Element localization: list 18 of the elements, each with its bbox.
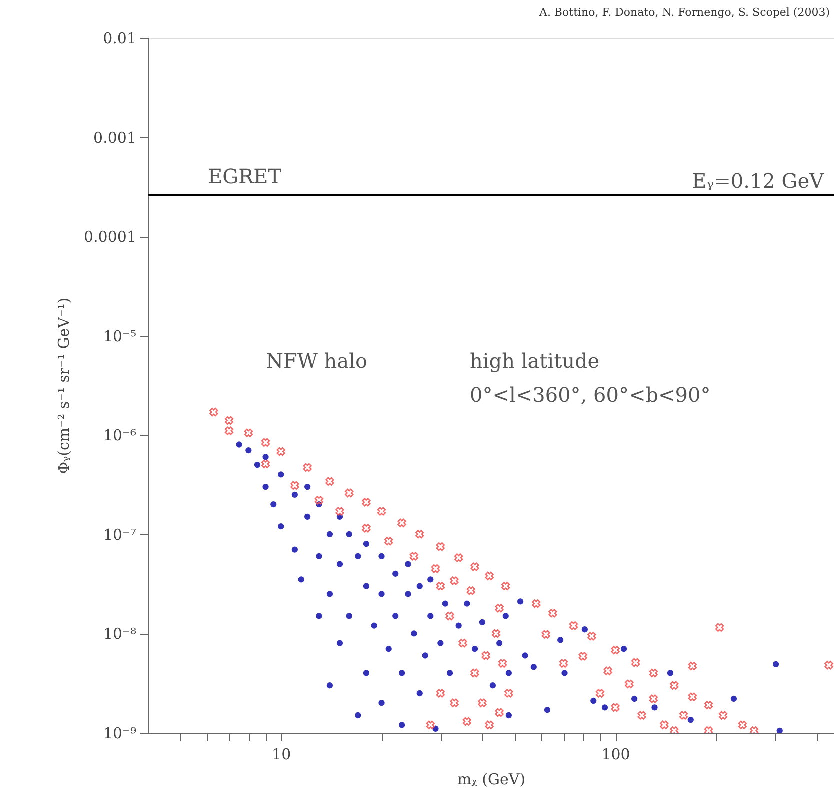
y-tick-label: 10⁻⁶ — [103, 426, 136, 445]
x-axis-title: mᵪ (GeV) — [457, 770, 526, 788]
annotation: 0°<l<360°, 60°<b<90° — [470, 383, 711, 407]
text: A. Bottino, F. Donato, N. Fornengo, S. Scopel (2003) — [538, 6, 830, 19]
y-axis-title: Φᵧ(cm⁻² s⁻¹ sr⁻¹ GeV⁻¹) — [55, 298, 74, 474]
annotation: Eᵧ=0.12 GeV — [692, 169, 825, 193]
y-tick-label: 0.01 — [103, 30, 136, 48]
y-tick-label: 10⁻⁹ — [103, 724, 136, 742]
x-tick-label: 10 — [272, 746, 292, 764]
ref-line-label: EGRET — [208, 164, 282, 188]
y-tick-label: 10⁻⁵ — [103, 327, 136, 346]
y-tick-label: 0.001 — [94, 128, 136, 147]
annotation: high latitude — [470, 349, 600, 373]
y-tick-label: 10⁻⁷ — [103, 526, 136, 544]
x-tick-label: 100 — [602, 746, 630, 764]
y-tick-label: 10⁻⁸ — [103, 625, 136, 644]
y-tick-label: 0.0001 — [84, 228, 136, 246]
annotation: NFW halo — [266, 349, 368, 373]
